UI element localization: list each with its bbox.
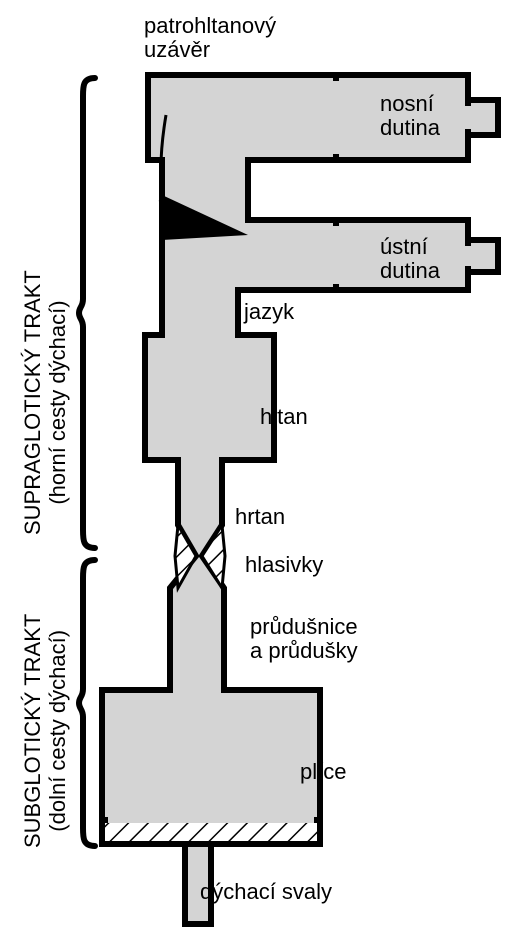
label-larynx: hrtan — [235, 505, 285, 529]
label-muscles: dýchací svaly — [200, 880, 332, 904]
label-top-line1: patrohltanový — [144, 13, 276, 38]
label-pharynx: hltan — [260, 405, 308, 429]
label-subglottic: SUBGLOTICKÝ TRAKT (dolní cesty dýchací) — [20, 614, 71, 848]
label-tongue: jazyk — [244, 300, 294, 324]
diagram-svg — [0, 0, 506, 939]
label-oral-l1: ústní — [380, 234, 428, 259]
label-oral-l2: dutina — [380, 258, 440, 283]
label-oral: ústní dutina — [380, 235, 440, 283]
label-top: patrohltanový uzávěr — [144, 14, 276, 62]
label-sub-l2: (dolní cesty dýchací) — [45, 630, 70, 832]
label-top-line2: uzávěr — [144, 37, 210, 62]
label-lungs: plíce — [300, 760, 346, 784]
label-supraglottic: SUPRAGLOTICKÝ TRAKT (horní cesty dýchací… — [20, 270, 71, 535]
label-trachea-l2: a průdušky — [250, 638, 358, 663]
label-supra-l2: (horní cesty dýchací) — [45, 300, 70, 504]
diagram-stage: patrohltanový uzávěr nosní dutina ústní … — [0, 0, 506, 939]
label-nasal-l2: dutina — [380, 115, 440, 140]
label-trachea: průdušnice a průdušky — [250, 615, 358, 663]
label-supra-l1: SUPRAGLOTICKÝ TRAKT — [20, 270, 45, 535]
label-nasal-l1: nosní — [380, 91, 434, 116]
label-sub-l1: SUBGLOTICKÝ TRAKT — [20, 614, 45, 848]
label-nasal: nosní dutina — [380, 92, 440, 140]
label-trachea-l1: průdušnice — [250, 614, 358, 639]
label-vocal-folds: hlasivky — [245, 553, 323, 577]
